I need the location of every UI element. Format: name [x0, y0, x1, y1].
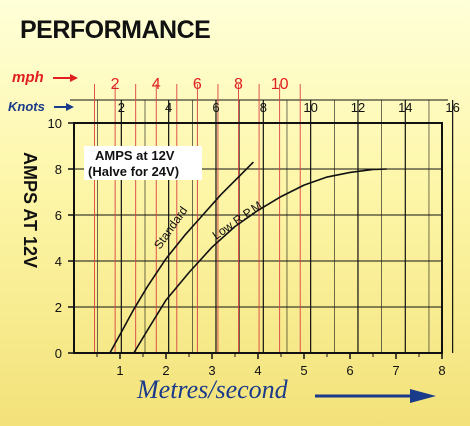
mph-tick-label: 8	[234, 76, 243, 93]
x-tick-label: 7	[392, 363, 399, 378]
grid	[74, 168, 442, 308]
annotation-line-2: (Halve for 24V)	[88, 164, 179, 179]
x-axis-arrow-head	[410, 389, 436, 403]
knot-tick-label: 2	[118, 100, 125, 115]
y-tick-label: 4	[55, 254, 62, 269]
series-lines	[109, 161, 387, 354]
annotation-line-1: AMPS at 12V	[95, 148, 175, 163]
x-tick-label: 3	[208, 363, 215, 378]
series-line-low-rpm	[133, 168, 387, 354]
y-axis-label: AMPS AT 12V	[20, 152, 40, 268]
knot-tick-label: 12	[351, 100, 365, 115]
mph-tick-label: 4	[152, 76, 161, 93]
knot-gridlines	[97, 100, 454, 353]
y-tick-label: 0	[55, 346, 62, 361]
mph-tick-label: 6	[193, 76, 202, 93]
knot-tick-label: 14	[398, 100, 412, 115]
x-tick-label: 1	[116, 363, 123, 378]
x-tick-label: 2	[162, 363, 169, 378]
knot-tick-label: 8	[260, 100, 267, 115]
mph-arrow-head	[70, 74, 78, 82]
mph-axis-label: mph	[12, 69, 44, 86]
chart-title: PERFORMANCE	[20, 16, 210, 44]
y-tick-label: 8	[55, 162, 62, 177]
x-tick-label: 8	[438, 363, 445, 378]
y-tick-label: 10	[48, 116, 62, 131]
knot-tick-label: 16	[445, 100, 459, 115]
mph-gridlines	[94, 84, 301, 353]
x-tick-label: 6	[346, 363, 353, 378]
y-tick-label: 2	[55, 300, 62, 315]
annotation-box	[84, 146, 202, 180]
plot-frame	[73, 122, 443, 354]
knot-tick-label: 4	[165, 100, 172, 115]
x-tick-label: 5	[300, 363, 307, 378]
series-line-standard	[109, 161, 254, 354]
knot-tick-label: 6	[212, 100, 219, 115]
mph-tick-label: 2	[111, 76, 120, 93]
knots-axis-label: Knots	[8, 99, 45, 114]
series-label-standard: Standard	[151, 204, 190, 252]
knot-tick-label: 10	[303, 100, 317, 115]
knots-arrow-head	[66, 103, 74, 111]
x-tick-label: 4	[254, 363, 261, 378]
y-tick-label: 6	[55, 208, 62, 223]
x-axis-label: Metres/second	[136, 375, 289, 404]
mph-tick-label: 10	[271, 76, 289, 93]
